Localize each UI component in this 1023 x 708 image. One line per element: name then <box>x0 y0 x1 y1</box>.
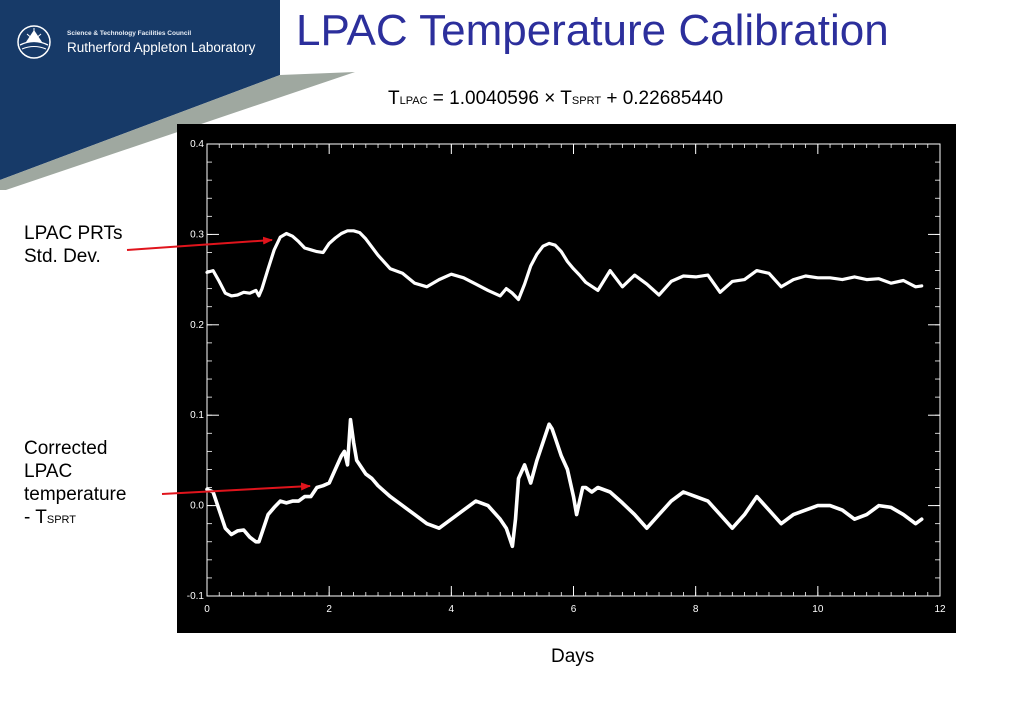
org-council-name: Science & Technology Facilities Council <box>67 30 192 37</box>
equation-rhs-sub: SPRT <box>571 95 602 107</box>
lower-annotation-prefix: - T <box>24 507 47 528</box>
upper-annotation-line1: LPAC PRTs <box>24 223 123 244</box>
plot-area: 0 2 4 6 8 10 12 -0.1 0.0 0.1 0.2 0.3 0.4 <box>177 124 956 633</box>
equation-rhs-const: + 0.22685440 <box>601 88 724 109</box>
y-tick-label: 0.0 <box>190 501 204 512</box>
y-tick-label: 0.2 <box>190 320 204 331</box>
sunburst-icon <box>17 25 51 59</box>
y-tick-label: 0.3 <box>190 229 204 240</box>
equation-lhs-var: T <box>388 88 400 109</box>
slide-title: LPAC Temperature Calibration <box>296 6 889 55</box>
x-axis-label: Days <box>551 646 595 667</box>
calibration-equation: TLPAC = 1.0040596 × TSPRT + 0.22685440 <box>388 88 723 110</box>
x-tick-label: 0 <box>204 604 210 615</box>
equation-lhs-sub: LPAC <box>399 95 428 107</box>
x-tick-label: 6 <box>571 604 577 615</box>
upper-annotation-line2: Std. Dev. <box>24 246 101 267</box>
series-prt-std-dev-line <box>205 229 924 302</box>
equation-rhs-text: = 1.0040596 × T <box>427 88 572 109</box>
lower-annotation-arrow <box>161 482 311 495</box>
x-tick-label: 10 <box>812 604 824 615</box>
series-corrected-temperature-line <box>205 417 924 549</box>
y-tick-label: -0.1 <box>187 591 205 602</box>
lower-annotation-sub: SPRT <box>46 514 77 526</box>
lower-annotation: Corrected LPAC temperature - TSPRT <box>24 437 126 532</box>
org-lab-name: Rutherford Appleton Laboratory <box>67 40 256 55</box>
y-tick-label: 0.1 <box>190 410 204 421</box>
lower-annotation-line1: Corrected <box>24 438 108 459</box>
upper-annotation: LPAC PRTs Std. Dev. <box>24 222 123 268</box>
x-tick-label: 8 <box>693 604 699 615</box>
upper-annotation-arrow <box>126 236 273 251</box>
stfc-logo: Science & Technology Facilities Council … <box>14 22 279 62</box>
lower-annotation-line2: LPAC <box>24 461 73 482</box>
x-tick-label: 4 <box>449 604 455 615</box>
banner-navy-block <box>0 0 280 180</box>
x-tick-label: 12 <box>934 604 946 615</box>
x-tick-label: 2 <box>326 604 332 615</box>
y-tick-label: 0.4 <box>190 139 204 150</box>
lower-annotation-line3: temperature <box>24 484 127 505</box>
lower-annotation-line4: - TSPRT <box>24 506 126 532</box>
